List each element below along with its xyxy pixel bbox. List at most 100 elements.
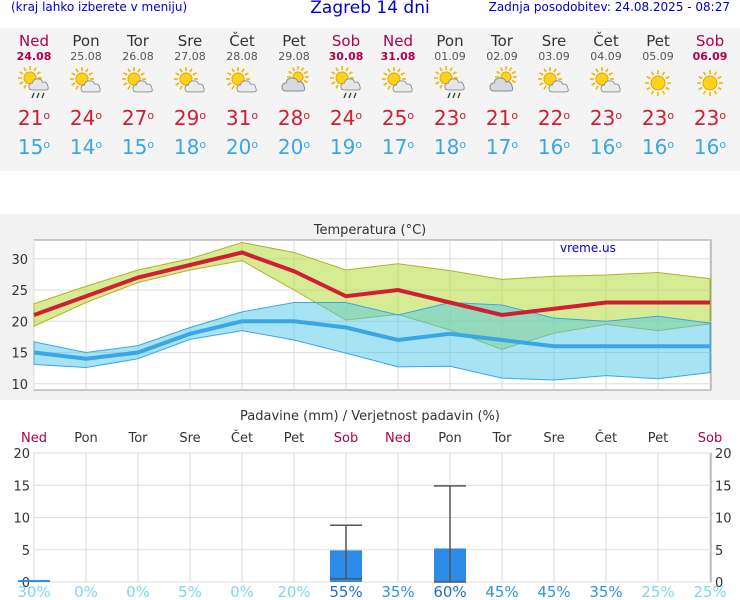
day-date: 26.08 — [122, 50, 154, 63]
sun-cloud-icon — [60, 63, 112, 103]
precip-probability: 45% — [537, 583, 570, 600]
y-tick-label: 10 — [11, 378, 28, 393]
temp-min: 17o — [485, 135, 519, 159]
y-tick-label-right: 0 — [715, 576, 723, 591]
day-date: 25.08 — [70, 50, 102, 63]
day-date: 04.09 — [590, 50, 622, 63]
day-name: Sre — [541, 32, 567, 50]
y-tick-label-left: 10 — [13, 512, 30, 527]
precip-probability: 0% — [74, 583, 98, 600]
cloud-sun-icon — [268, 63, 320, 103]
temp-max: 29o — [173, 106, 207, 130]
day-date: 28.08 — [226, 50, 258, 63]
y-tick-label: 20 — [11, 315, 28, 330]
temp-min: 16o — [693, 135, 727, 159]
precip-probability: 35% — [381, 583, 414, 600]
precip-probability: 45% — [485, 583, 518, 600]
temp-max: 24o — [329, 106, 363, 130]
precip-day-label: Ned — [21, 431, 47, 446]
temp-min: 20o — [225, 135, 259, 159]
day-column: Ned 31.08 25o 17o — [372, 33, 424, 161]
y-tick-label-right: 15 — [715, 479, 732, 494]
day-column: Tor 02.09 21o 17o — [476, 33, 528, 161]
min-temp-range-band — [33, 301, 711, 381]
temp-max: 24o — [69, 106, 103, 130]
day-date: 05.09 — [642, 50, 674, 63]
day-name: Ned — [19, 32, 49, 50]
day-column: Pet 29.08 28o 20o — [268, 33, 320, 161]
precip-day-label: Ned — [385, 431, 411, 446]
day-column: Čet 04.09 23o 16o — [580, 33, 632, 161]
temp-min: 16o — [537, 135, 571, 159]
precip-day-label: Čet — [231, 430, 253, 446]
temp-min: 18o — [433, 135, 467, 159]
max-temp-line — [33, 250, 710, 318]
precip-probability: 20% — [277, 583, 310, 600]
precip-bar — [18, 580, 50, 582]
day-name: Pet — [282, 32, 306, 50]
min-temp-line — [33, 319, 710, 361]
temp-max: 21o — [485, 106, 519, 130]
temperature-chart-title: Temperatura (°C) — [313, 223, 426, 238]
precip-probability: 0% — [126, 583, 150, 600]
y-tick-label-left: 5 — [22, 544, 30, 559]
y-tick-label: 15 — [11, 347, 28, 362]
day-date: 03.09 — [538, 50, 570, 63]
sun-cloud-icon — [528, 63, 580, 103]
day-date: 02.09 — [486, 50, 518, 63]
precip-day-label: Pet — [648, 431, 668, 446]
precip-day-label: Sob — [698, 431, 722, 446]
day-date: 24.08 — [16, 50, 52, 63]
day-date: 29.08 — [278, 50, 310, 63]
day-date: 27.08 — [174, 50, 206, 63]
cloud-sun-icon — [476, 63, 528, 103]
precip-day-label: Pon — [74, 431, 98, 446]
day-name: Pet — [646, 32, 670, 50]
day-date: 30.08 — [328, 50, 364, 63]
y-tick-label-right: 20 — [715, 447, 732, 462]
precip-probability: 30% — [17, 583, 50, 600]
day-name: Sob — [331, 32, 361, 50]
temp-max: 22o — [537, 106, 571, 130]
precip-day-label: Sob — [334, 431, 358, 446]
day-column: Ned 24.08 21o 15o — [8, 33, 60, 161]
day-name: Tor — [491, 32, 513, 50]
precip-probability: 0% — [230, 583, 254, 600]
sun-icon — [684, 63, 736, 103]
sun-cloud-rain-icon — [8, 63, 60, 103]
temp-max: 27o — [121, 106, 155, 130]
temp-min: 19o — [329, 135, 363, 159]
precip-probability: 35% — [589, 583, 622, 600]
day-name: Ned — [383, 32, 413, 50]
day-column: Tor 26.08 27o 15o — [112, 33, 164, 161]
precip-day-label: Čet — [595, 430, 617, 446]
day-date: 06.09 — [692, 50, 728, 63]
precip-day-label: Tor — [491, 431, 512, 446]
sun-cloud-icon — [164, 63, 216, 103]
last-update: Zadnja posodobitev: 24.08.2025 - 08:27 — [488, 0, 730, 14]
precip-day-label: Pet — [284, 431, 304, 446]
temp-min: 14o — [69, 135, 103, 159]
y-tick-label-left: 15 — [13, 479, 30, 494]
temp-min: 16o — [641, 135, 675, 159]
precip-day-label: Sre — [179, 431, 200, 446]
day-date: 01.09 — [434, 50, 466, 63]
temp-min: 18o — [173, 135, 207, 159]
day-column: Čet 28.08 31o 20o — [216, 33, 268, 161]
sun-cloud-icon — [580, 63, 632, 103]
day-column: Pon 25.08 24o 14o — [60, 33, 112, 161]
sun-cloud-icon — [216, 63, 268, 103]
day-name: Pon — [72, 32, 100, 50]
precip-probability: 55% — [329, 583, 362, 600]
precip-probability: 60% — [433, 583, 466, 600]
day-name: Čet — [593, 32, 619, 50]
temp-max: 23o — [589, 106, 623, 130]
y-tick-label-left: 0 — [22, 576, 30, 591]
header-left-note: (kraj lahko izberete v meniju) — [11, 0, 188, 14]
sun-cloud-icon — [112, 63, 164, 103]
page-title: Zagreb 14 dni — [310, 0, 430, 18]
y-tick-label: 30 — [11, 253, 28, 268]
day-name: Sob — [695, 32, 725, 50]
temp-min: 15o — [17, 135, 51, 159]
